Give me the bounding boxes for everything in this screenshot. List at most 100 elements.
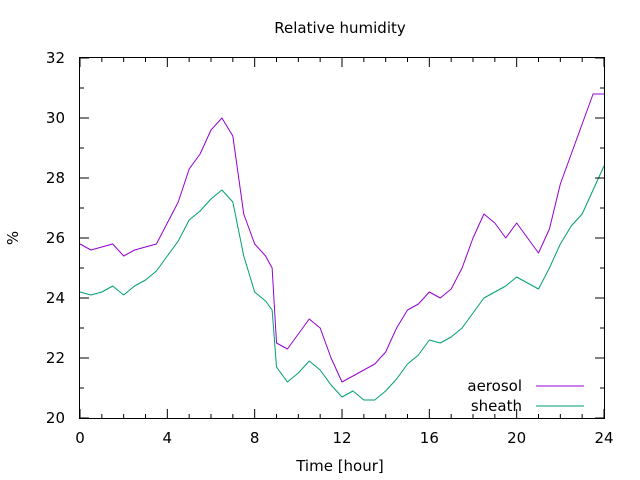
data-point-aerosol	[570, 153, 572, 155]
data-point-sheath	[319, 369, 321, 371]
data-point-sheath	[363, 399, 365, 401]
data-point-aerosol	[264, 255, 266, 257]
data-point-aerosol	[286, 348, 288, 350]
plot-frame	[79, 57, 605, 419]
data-point-aerosol	[559, 183, 561, 185]
data-point-sheath	[232, 201, 234, 203]
data-point-aerosol	[122, 255, 124, 257]
data-point-aerosol	[450, 288, 452, 290]
data-point-aerosol	[417, 303, 419, 305]
data-point-aerosol	[166, 222, 168, 224]
data-point-aerosol	[101, 246, 103, 248]
y-tick-label: 32	[46, 49, 65, 67]
data-point-aerosol	[384, 351, 386, 353]
data-point-aerosol	[297, 333, 299, 335]
data-point-aerosol	[144, 246, 146, 248]
data-point-sheath	[505, 285, 507, 287]
series-layer	[79, 93, 605, 401]
data-point-aerosol	[319, 327, 321, 329]
y-tick-label: 30	[46, 109, 65, 127]
data-point-sheath	[166, 255, 168, 257]
x-tick-label: 20	[507, 429, 526, 447]
data-point-sheath	[406, 363, 408, 365]
data-point-aerosol	[472, 237, 474, 239]
data-point-sheath	[253, 291, 255, 293]
data-point-sheath	[570, 225, 572, 227]
data-point-sheath	[188, 219, 190, 221]
data-point-sheath	[395, 378, 397, 380]
data-point-sheath	[592, 189, 594, 191]
data-point-sheath	[537, 288, 539, 290]
data-point-aerosol	[188, 168, 190, 170]
data-point-sheath	[581, 213, 583, 215]
data-point-aerosol	[271, 267, 273, 269]
data-point-aerosol	[592, 93, 594, 95]
data-point-sheath	[286, 381, 288, 383]
data-point-aerosol	[526, 237, 528, 239]
data-point-aerosol	[243, 213, 245, 215]
data-point-sheath	[374, 399, 376, 401]
data-point-sheath	[243, 255, 245, 257]
data-point-sheath	[483, 297, 485, 299]
x-tick-label: 8	[250, 429, 260, 447]
data-point-sheath	[112, 285, 114, 287]
tick-layer: 0 4 8 12 16 20 24 20 22 24 26 28 30 32	[46, 49, 614, 447]
data-point-sheath	[494, 291, 496, 293]
data-point-aerosol	[133, 249, 135, 251]
data-point-aerosol	[210, 129, 212, 131]
data-point-aerosol	[494, 222, 496, 224]
data-point-aerosol	[363, 369, 365, 371]
data-point-sheath	[122, 294, 124, 296]
legend-label-aerosol: aerosol	[467, 377, 522, 395]
data-point-aerosol	[90, 249, 92, 251]
data-point-aerosol	[515, 222, 517, 224]
data-point-sheath	[515, 276, 517, 278]
data-point-sheath	[133, 285, 135, 287]
y-axis-label: %	[4, 231, 22, 245]
data-point-sheath	[101, 291, 103, 293]
data-point-sheath	[384, 390, 386, 392]
data-point-aerosol	[221, 117, 223, 119]
data-point-aerosol	[483, 213, 485, 215]
y-tick-label: 20	[46, 409, 65, 427]
data-point-aerosol	[505, 237, 507, 239]
data-point-sheath	[275, 366, 277, 368]
x-tick-label: 12	[332, 429, 351, 447]
data-point-aerosol	[352, 375, 354, 377]
data-point-sheath	[199, 210, 201, 212]
data-point-aerosol	[428, 291, 430, 293]
data-point-aerosol	[330, 357, 332, 359]
y-tick-label: 26	[46, 229, 65, 247]
data-point-aerosol	[548, 228, 550, 230]
data-point-sheath	[428, 339, 430, 341]
data-point-sheath	[472, 312, 474, 314]
chart-title: Relative humidity	[274, 19, 406, 37]
data-point-aerosol	[308, 318, 310, 320]
data-point-sheath	[548, 267, 550, 269]
data-point-aerosol	[395, 327, 397, 329]
data-point-sheath	[271, 309, 273, 311]
series-line-aerosol	[79, 93, 604, 383]
data-point-aerosol	[232, 135, 234, 137]
data-point-aerosol	[177, 201, 179, 203]
data-point-sheath	[297, 372, 299, 374]
data-point-aerosol	[439, 297, 441, 299]
data-point-sheath	[210, 198, 212, 200]
legend-label-sheath: sheath	[471, 397, 522, 415]
data-point-aerosol	[461, 267, 463, 269]
data-point-sheath	[461, 327, 463, 329]
data-point-sheath	[264, 300, 266, 302]
data-point-sheath	[177, 240, 179, 242]
data-point-sheath	[559, 243, 561, 245]
data-point-sheath	[308, 360, 310, 362]
data-point-sheath	[450, 336, 452, 338]
x-tick-label: 0	[75, 429, 85, 447]
data-point-aerosol	[253, 243, 255, 245]
data-point-aerosol	[275, 342, 277, 344]
data-point-sheath	[330, 384, 332, 386]
y-tick-label: 22	[46, 349, 65, 367]
data-point-sheath	[352, 390, 354, 392]
data-point-sheath	[341, 396, 343, 398]
